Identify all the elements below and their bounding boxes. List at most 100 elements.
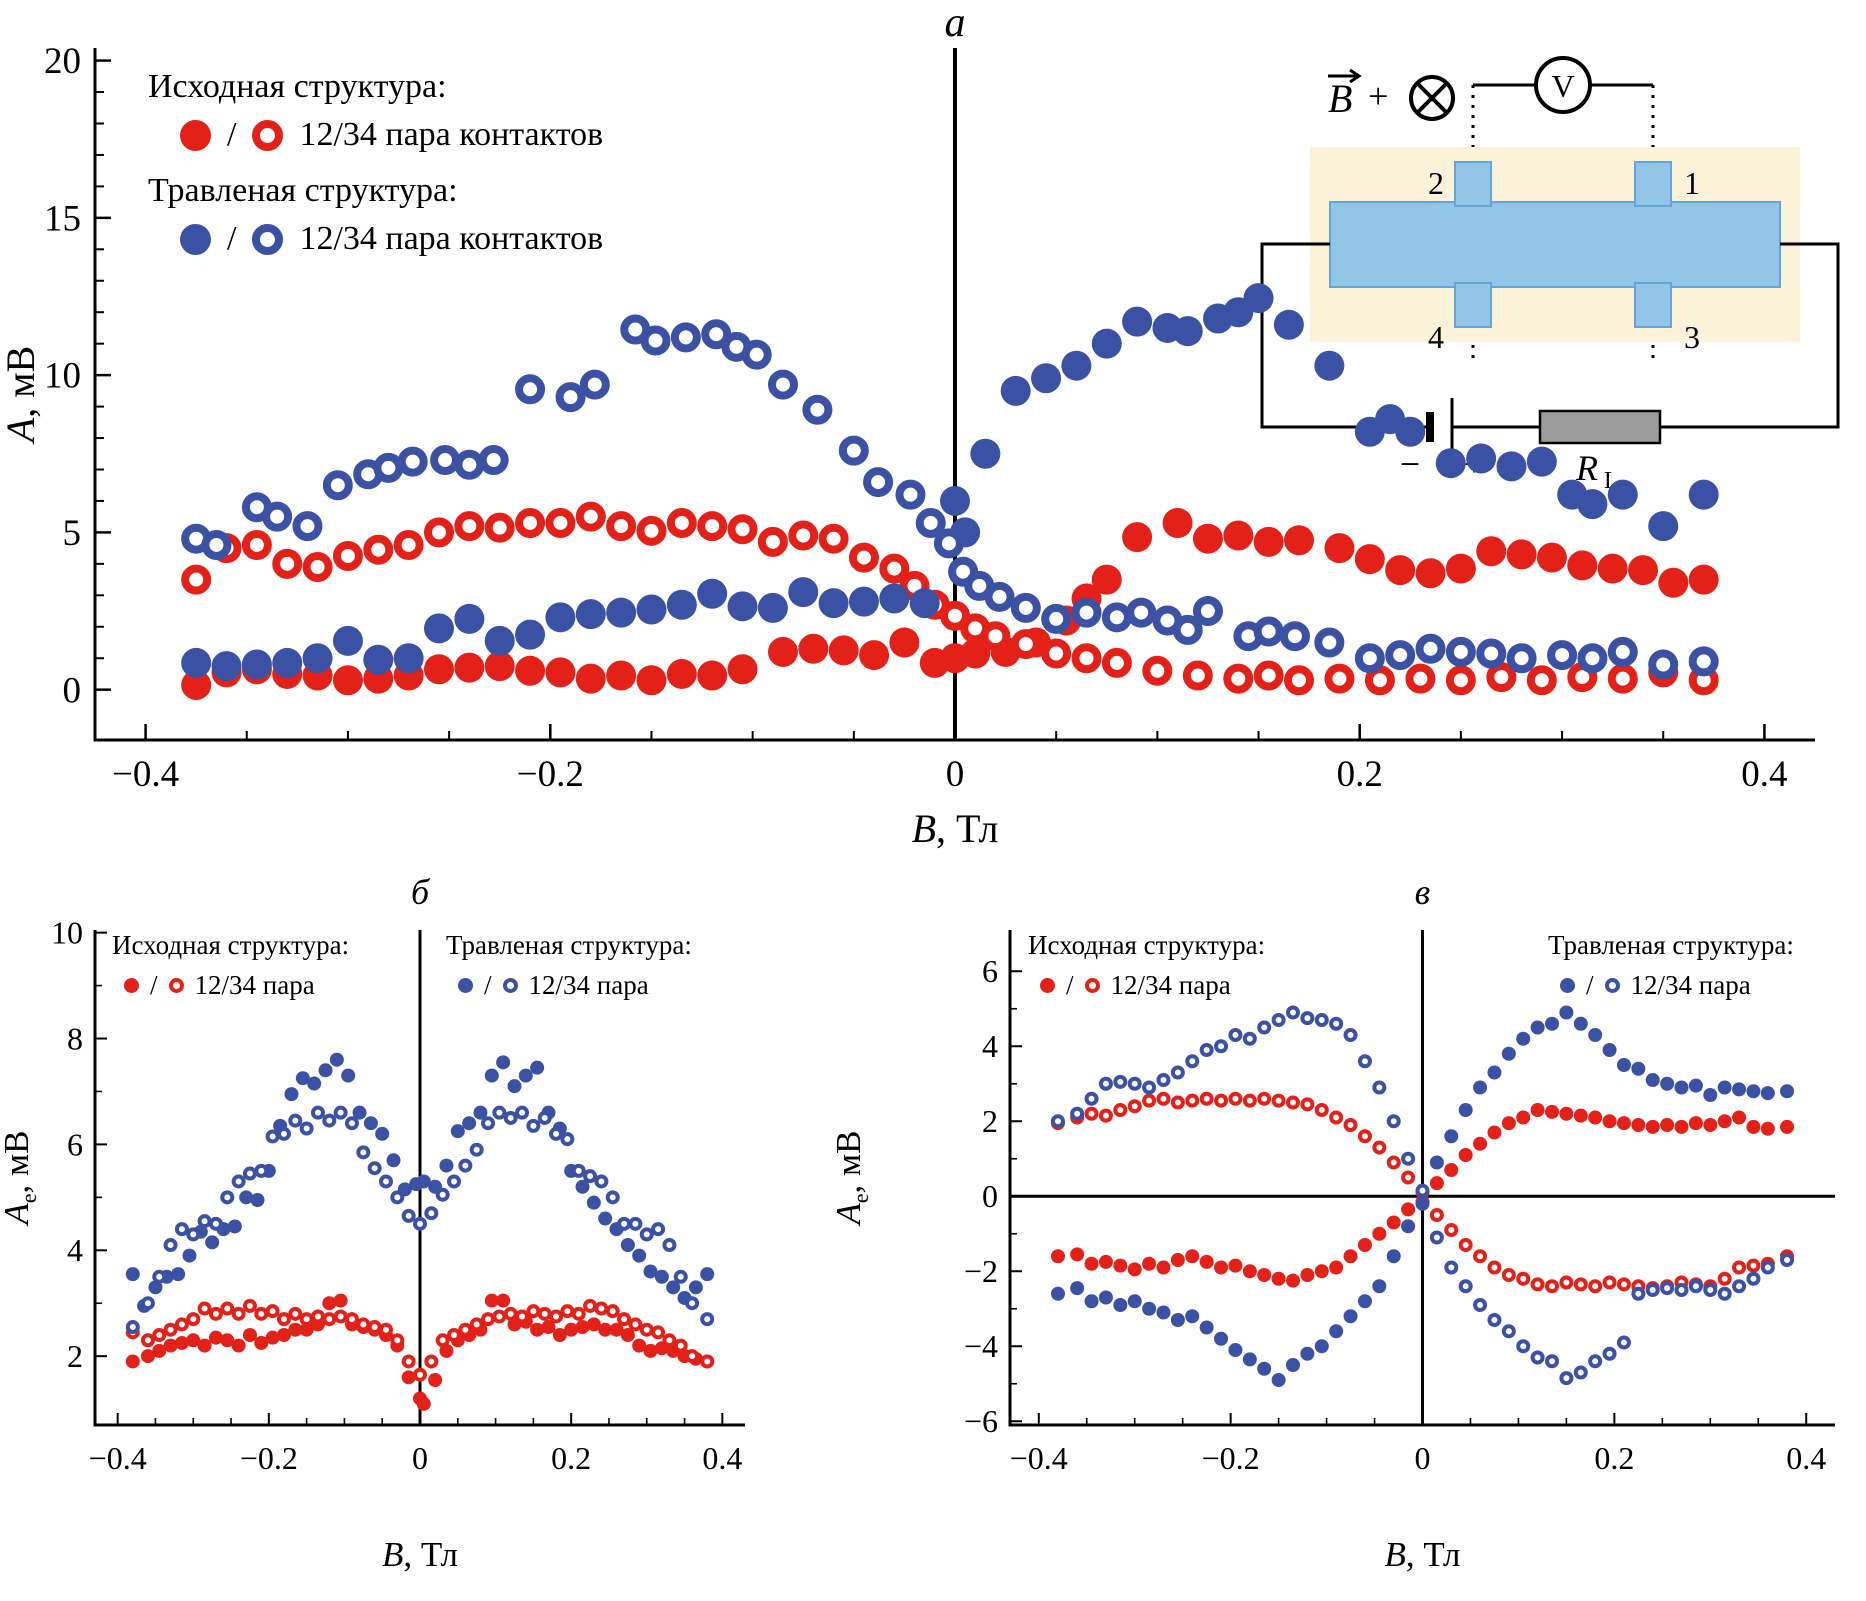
legend-separator: / — [227, 116, 237, 153]
red-open-marker-icon — [168, 978, 184, 993]
contact-stub-1 — [1634, 161, 1672, 207]
legend-separator: / — [1066, 970, 1074, 1000]
legend-title: Исходная структура: — [112, 930, 350, 960]
load-resistor — [1538, 409, 1662, 445]
legend-panel-b-original: Исходная структура: / 12/34 пара — [112, 930, 349, 1001]
y-tick-label: 2 — [982, 1103, 998, 1139]
x-tick-label: 0.4 — [1786, 1440, 1826, 1476]
contact-stub-2 — [1454, 161, 1492, 207]
red-filled-marker-icon — [124, 978, 139, 993]
y-tick-label: 6 — [67, 1126, 83, 1162]
x-tick-label: 0.4 — [1741, 754, 1787, 795]
contact-label-1: 1 — [1684, 165, 1700, 201]
y-tick-label: 4 — [67, 1232, 83, 1268]
legend-row: / 12/34 пара — [1560, 970, 1794, 1001]
y-tick-label: 20 — [44, 41, 81, 82]
svg-text:R: R — [1575, 448, 1598, 488]
chart-panel-b: −0.4 −0.2 0 0.2 0.4 2 4 6 8 10 B, Тл Ae, мВ б — [0, 872, 745, 1574]
x-tick-label: 0 — [412, 1440, 428, 1476]
magnetic-field-label: B + — [1328, 68, 1388, 121]
x-tick-label: −0.4 — [89, 1440, 147, 1476]
legend-a-group1-title: Исходная структура: — [148, 68, 447, 105]
legend-separator: / — [484, 970, 492, 1000]
blue-open-marker-icon — [252, 223, 284, 255]
legend-panel-c-original: Исходная структура: / 12/34 пара — [1028, 930, 1265, 1001]
series-original-34-open-red — [1050, 1091, 1795, 1296]
legend-a-group2-label: 12/34 пара контактов — [299, 220, 604, 257]
series-etched-12-filled-blue — [1050, 1005, 1795, 1387]
chart-content-c: −0.4 −0.2 0 0.2 0.4 −6 −4 −2 0 2 4 6 B, Тл Ae, мВ в — [830, 872, 1835, 1574]
legend-row: / 12/34 пара — [1040, 970, 1265, 1001]
blue-filled-marker-icon — [458, 978, 473, 993]
chart-panel-a: −0.4 −0.2 0 0.2 0.4 0 5 10 15 20 B, Тл A, мВ a — [0, 0, 1815, 851]
x-tick-label: −0.2 — [1202, 1440, 1260, 1476]
red-open-marker-icon — [252, 119, 284, 151]
legend-separator: / — [227, 220, 237, 257]
series-etched-34-open-blue — [181, 314, 1719, 680]
battery-minus-label: − — [1400, 444, 1420, 484]
field-symbol: B — [1328, 76, 1352, 121]
inset-circuit: B + V 2 1 4 3 − — [1260, 56, 1840, 494]
legend-a-group1-row: / 12/34 пара контактов — [180, 116, 603, 154]
y-tick-label: 10 — [51, 915, 83, 951]
red-filled-marker-icon — [180, 119, 211, 151]
y-tick-label: 0 — [982, 1178, 998, 1214]
x-tick-label: 0.4 — [702, 1440, 742, 1476]
contact-stub-3 — [1634, 282, 1672, 328]
series-etched-34-open-blue — [125, 1105, 715, 1335]
y-tick-label: 6 — [982, 953, 998, 989]
legend-row: / 12/34 пара — [124, 970, 349, 1001]
legend-separator: / — [1586, 970, 1594, 1000]
legend-label: 12/34 пара — [1110, 970, 1231, 1000]
series-etched-34-open-blue — [1050, 1005, 1795, 1386]
y-axis-label: Ae, мВ — [830, 1130, 873, 1226]
legend-title: Травленая структура: — [446, 930, 692, 960]
y-tick-label: 4 — [982, 1028, 998, 1064]
field-plus: + — [1368, 76, 1388, 116]
voltmeter-label: V — [1551, 68, 1574, 104]
legend-title: Травленая структура: — [1548, 930, 1794, 960]
legend-separator: / — [150, 970, 158, 1000]
y-tick-label: −2 — [964, 1253, 998, 1289]
circuit-wire — [1260, 242, 1430, 429]
y-axis-label: Ae, мВ — [0, 1130, 41, 1226]
red-filled-marker-icon — [1040, 978, 1055, 993]
x-tick-label: 0 — [1415, 1440, 1431, 1476]
circuit-wire — [1660, 242, 1840, 429]
contact-stub-4 — [1454, 282, 1492, 328]
legend-a-group2-row: / 12/34 пара контактов — [180, 220, 603, 258]
y-tick-label: 15 — [44, 198, 81, 239]
x-axis-label: B, Тл — [382, 1535, 458, 1574]
legend-panel-b-etched: Травленая структура: / 12/34 пара — [446, 930, 692, 1001]
legend-label: 12/34 пара — [194, 970, 315, 1000]
voltmeter-icon: V — [1534, 56, 1592, 114]
y-axis-label: A, мВ — [0, 346, 43, 445]
legend-title: Исходная структура: — [1028, 930, 1266, 960]
y-tick-label: −4 — [964, 1328, 998, 1364]
y-tick-label: 10 — [44, 356, 81, 397]
contact-label-2: 2 — [1428, 165, 1444, 201]
y-tick-label: 0 — [63, 670, 82, 711]
sample-hall-bar — [1329, 201, 1781, 288]
legend-label: 12/34 пара — [528, 970, 649, 1000]
series-etched-12-filled-blue — [181, 283, 1719, 682]
field-into-page-icon — [1409, 75, 1455, 121]
vector-arrowhead-icon — [1349, 68, 1362, 84]
legend-row: / 12/34 пара — [458, 970, 692, 1001]
y-tick-label: 2 — [67, 1338, 83, 1374]
x-tick-label: 0.2 — [1337, 754, 1383, 795]
blue-open-marker-icon — [502, 978, 518, 993]
x-tick-label: 0 — [946, 754, 965, 795]
x-axis-label: B, Тл — [1385, 1535, 1461, 1574]
y-tick-label: 5 — [63, 513, 82, 554]
legend-a-group1-label: 12/34 пара контактов — [299, 116, 604, 153]
axis-ticks: −0.4 −0.2 0 0.2 0.4 −6 −4 −2 0 2 4 6 — [964, 953, 1826, 1476]
panel-letter: a — [945, 0, 966, 46]
red-open-marker-icon — [1084, 978, 1100, 993]
legend-label: 12/34 пара — [1630, 970, 1751, 1000]
x-tick-label: −0.4 — [112, 754, 179, 795]
contact-label-4: 4 — [1428, 319, 1444, 355]
chart-content-b: −0.4 −0.2 0 0.2 0.4 2 4 6 8 10 B, Тл Ae, мВ б — [0, 872, 745, 1574]
x-tick-label: 0.2 — [1594, 1440, 1634, 1476]
panel-letter: в — [1415, 872, 1431, 912]
